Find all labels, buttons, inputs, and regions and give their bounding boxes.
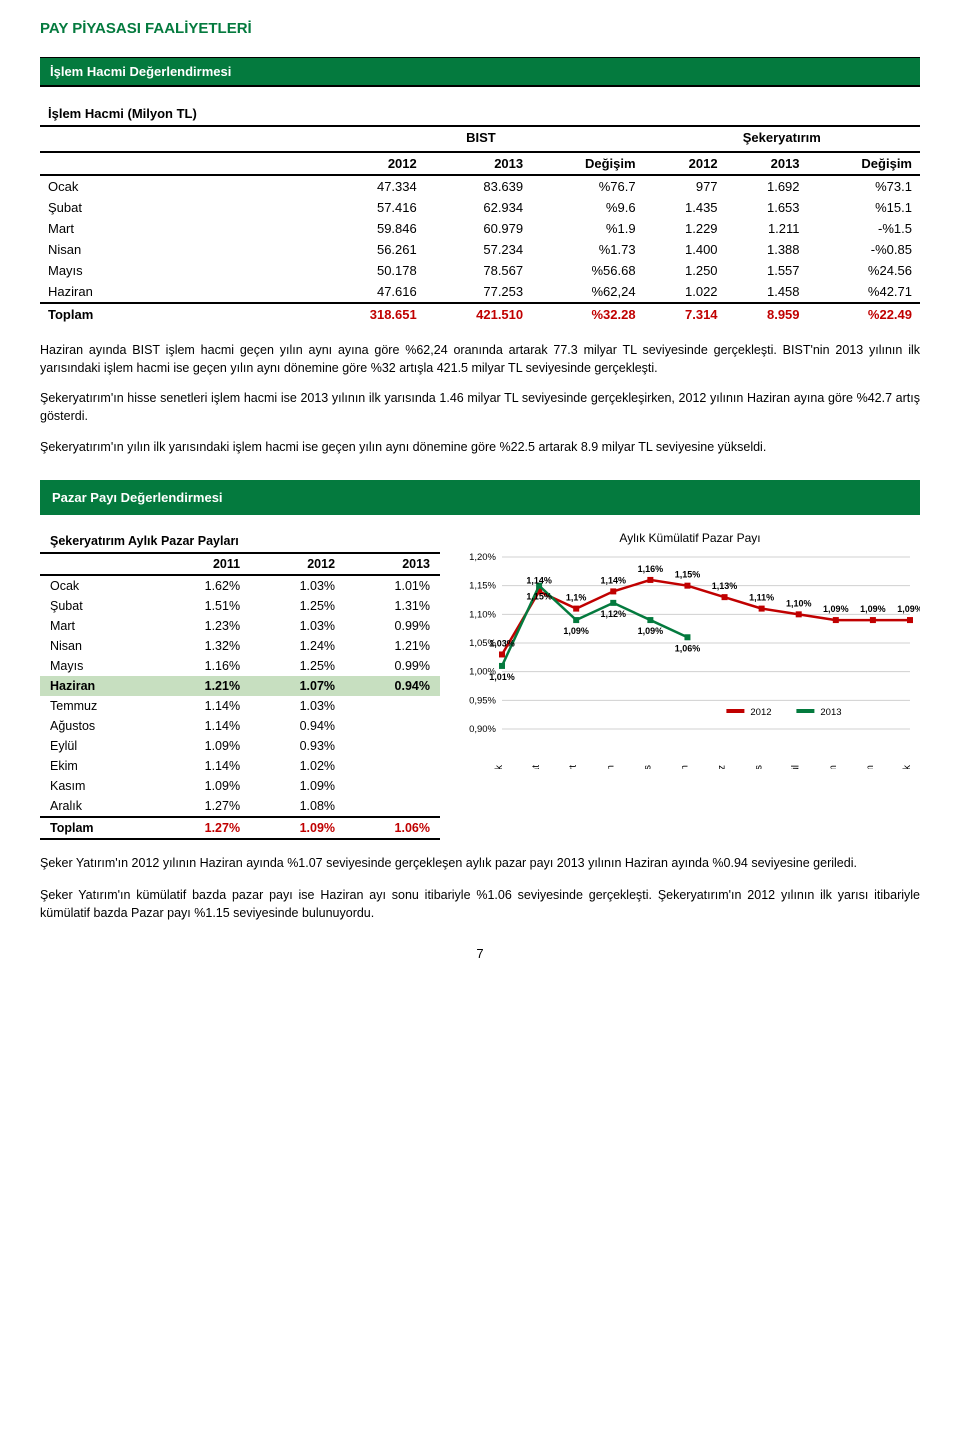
- svg-text:1,09%: 1,09%: [860, 604, 886, 614]
- svg-text:1,10%: 1,10%: [786, 598, 812, 608]
- page-section-title: PAY PİYASASI FAALİYETLERİ: [40, 20, 920, 37]
- table-row: Ağustos1.14%0.94%: [40, 716, 440, 736]
- table1-col-header: [40, 152, 318, 175]
- svg-text:1,16%: 1,16%: [638, 564, 664, 574]
- svg-text:1,1%: 1,1%: [566, 592, 587, 602]
- table-row: Mayıs50.17878.567%56.681.2501.557%24.56: [40, 260, 920, 281]
- svg-text:Şubat: Şubat: [531, 764, 542, 768]
- table-row: Nisan56.26157.234%1.731.4001.388-%0.85: [40, 239, 920, 260]
- table1-col-header: 2012: [318, 152, 424, 175]
- svg-text:Ocak: Ocak: [494, 764, 505, 769]
- svg-text:1,14%: 1,14%: [601, 575, 627, 585]
- para-3: Şekeryatırım'ın yılın ilk yarısındaki iş…: [40, 438, 920, 456]
- svg-text:1,12%: 1,12%: [601, 608, 627, 618]
- table1-total-row: Toplam318.651421.510%32.287.3148.959%22.…: [40, 303, 920, 325]
- table2-col-header: 2012: [250, 553, 345, 575]
- table-row: Ocak1.62%1.03%1.01%: [40, 575, 440, 596]
- svg-text:Ağustos: Ağustos: [754, 765, 765, 769]
- table-row: Haziran1.21%1.07%0.94%: [40, 676, 440, 696]
- svg-text:1,15%: 1,15%: [469, 580, 496, 591]
- svg-text:1,15%: 1,15%: [526, 591, 552, 601]
- svg-text:Mayıs: Mayıs: [642, 765, 653, 769]
- volume-table: İşlem Hacmi (Milyon TL) BIST Şekeryatırı…: [40, 103, 920, 325]
- table-row: Şubat1.51%1.25%1.31%: [40, 596, 440, 616]
- subsection-2-title: Pazar Payı Değerlendirmesi: [40, 480, 920, 515]
- table-row: Ocak47.33483.639%76.79771.692%73.1: [40, 175, 920, 197]
- table2-col-header: 2013: [345, 553, 440, 575]
- svg-text:1,15%: 1,15%: [675, 569, 701, 579]
- svg-text:1,09%: 1,09%: [823, 604, 849, 614]
- table2-col-header: [40, 553, 155, 575]
- svg-text:0,90%: 0,90%: [469, 724, 496, 735]
- chart-title: Aylık Kümülatif Pazar Payı: [460, 531, 920, 545]
- table-row: Mart59.84660.979%1.91.2291.211-%1.5: [40, 218, 920, 239]
- svg-text:1,14%: 1,14%: [526, 575, 552, 585]
- svg-text:1,06%: 1,06%: [675, 643, 701, 653]
- table1-title: İşlem Hacmi (Milyon TL): [40, 103, 318, 126]
- para-1: Haziran ayında BIST işlem hacmi geçen yı…: [40, 341, 920, 377]
- table2-title: Şekeryatırım Aylık Pazar Payları: [40, 531, 440, 553]
- para-2: Şekeryatırım'ın hisse senetleri işlem ha…: [40, 389, 920, 425]
- table1-group1: BIST: [318, 126, 643, 152]
- footnote-2: Şeker Yatırım'ın kümülatif bazda pazar p…: [40, 886, 920, 922]
- table2-col-header: 2011: [155, 553, 250, 575]
- svg-text:Nisan: Nisan: [605, 765, 616, 769]
- table1-col-header: 2013: [425, 152, 531, 175]
- svg-text:1,01%: 1,01%: [489, 672, 515, 682]
- svg-text:1,20%: 1,20%: [469, 552, 496, 563]
- svg-text:1,09%: 1,09%: [638, 626, 664, 636]
- svg-text:Temmuz: Temmuz: [717, 765, 728, 769]
- table-row: Nisan1.32%1.24%1.21%: [40, 636, 440, 656]
- svg-text:1,10%: 1,10%: [469, 609, 496, 620]
- svg-text:2012: 2012: [750, 707, 771, 718]
- svg-text:1,11%: 1,11%: [749, 592, 774, 602]
- table-row: Eylül1.09%0.93%: [40, 736, 440, 756]
- svg-text:Aralık: Aralık: [902, 764, 913, 769]
- svg-text:Ekim: Ekim: [828, 765, 839, 769]
- svg-text:Kasım: Kasım: [865, 765, 876, 769]
- table-row: Mayıs1.16%1.25%0.99%: [40, 656, 440, 676]
- table-row: Haziran47.61677.253%62,241.0221.458%42.7…: [40, 281, 920, 303]
- svg-text:Mart: Mart: [568, 764, 579, 768]
- svg-text:1,09%: 1,09%: [563, 626, 589, 636]
- line-chart-svg: 0,90%0,95%1,00%1,05%1,10%1,15%1,20%OcakŞ…: [460, 549, 920, 769]
- table-row: Temmuz1.14%1.03%: [40, 696, 440, 716]
- table1-col-header: Değişim: [808, 152, 920, 175]
- svg-text:Haziran: Haziran: [679, 765, 690, 769]
- subsection-1-title: İşlem Hacmi Değerlendirmesi: [40, 57, 920, 87]
- table2-total-row: Toplam1.27%1.09%1.06%: [40, 817, 440, 839]
- page-number: 7: [40, 946, 920, 961]
- svg-text:1,03%: 1,03%: [489, 638, 515, 648]
- table-row: Aralık1.27%1.08%: [40, 796, 440, 817]
- footnote-1: Şeker Yatırım'ın 2012 yılının Haziran ay…: [40, 854, 920, 872]
- svg-text:Eylül: Eylül: [791, 765, 802, 769]
- svg-text:2013: 2013: [820, 707, 841, 718]
- table1-col-header: Değişim: [531, 152, 643, 175]
- svg-text:1,09%: 1,09%: [897, 604, 920, 614]
- table-row: Şubat57.41662.934%9.61.4351.653%15.1: [40, 197, 920, 218]
- table1-group2: Şekeryatırım: [644, 126, 920, 152]
- table-row: Ekim1.14%1.02%: [40, 756, 440, 776]
- table1-col-header: 2012: [644, 152, 726, 175]
- svg-text:0,95%: 0,95%: [469, 695, 496, 706]
- table-row: Kasım1.09%1.09%: [40, 776, 440, 796]
- table1-col-header: 2013: [726, 152, 808, 175]
- market-share-chart: Aylık Kümülatif Pazar Payı 0,90% 0,95% 1,0…: [460, 531, 920, 771]
- table-row: Mart1.23%1.03%0.99%: [40, 616, 440, 636]
- svg-text:1,13%: 1,13%: [712, 581, 738, 591]
- market-share-table: Şekeryatırım Aylık Pazar Payları 2011201…: [40, 531, 440, 840]
